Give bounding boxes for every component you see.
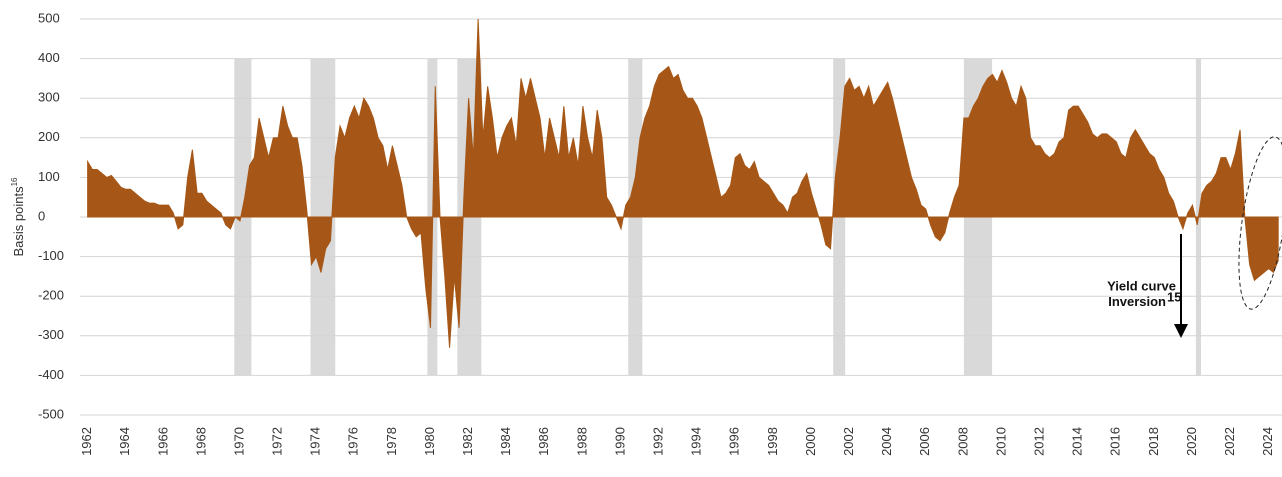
y-tick-label: -200 [38, 288, 64, 303]
x-tick-label: 2002 [841, 427, 856, 456]
x-tick-label: 2000 [803, 427, 818, 456]
x-tick-label: 2020 [1184, 427, 1199, 456]
x-tick-label: 1976 [346, 427, 361, 456]
x-tick-label: 1970 [231, 427, 246, 456]
plot [87, 18, 1279, 348]
arrow-head [1174, 324, 1188, 338]
x-tick-label: 1962 [79, 427, 94, 456]
y-tick-label: 300 [38, 90, 60, 105]
x-tick-label: 1982 [460, 427, 475, 456]
highlight-ellipse [1238, 136, 1282, 310]
x-tick-label: 1980 [422, 427, 437, 456]
y-tick-label: 400 [38, 50, 60, 65]
x-tick-label: 2018 [1146, 427, 1161, 456]
x-tick-label: 2014 [1070, 427, 1085, 456]
y-tick-label: 0 [38, 208, 45, 223]
annotation-line: Yield curve [1107, 278, 1176, 293]
area [87, 18, 1279, 348]
x-tick-label: 1990 [612, 427, 627, 456]
annotation-line: Inversion [1108, 294, 1166, 309]
y-tick-label: -400 [38, 367, 64, 382]
x-tick-label: 2012 [1032, 427, 1047, 456]
x-tick-label: 1966 [155, 427, 170, 456]
y-tick-label: 100 [38, 169, 60, 184]
x-tick-label: 2008 [955, 427, 970, 456]
y-tick-label: -100 [38, 248, 64, 263]
x-tick-label: 1978 [384, 427, 399, 456]
y-tick-label: -300 [38, 327, 64, 342]
y-tick-label: 200 [38, 129, 60, 144]
x-tick-label: 2022 [1222, 427, 1237, 456]
y-axis-title: Basis points16 [10, 177, 26, 257]
x-tick-label: 2006 [917, 427, 932, 456]
x-tick-label: 1996 [727, 427, 742, 456]
y-tick-label: -500 [38, 406, 64, 421]
x-tick-label: 1998 [765, 427, 780, 456]
x-tick-label: 1988 [574, 427, 589, 456]
annotation-sup: 15 [1167, 289, 1181, 304]
x-tick-label: 1994 [689, 427, 704, 456]
x-tick-label: 1992 [651, 427, 666, 456]
x-tick-label: 1972 [270, 427, 285, 456]
x-tick-label: 1974 [308, 427, 323, 456]
x-tick-label: 2016 [1108, 427, 1123, 456]
x-tick-label: 1986 [536, 427, 551, 456]
y-tick-label: 500 [38, 10, 60, 25]
x-tick-label: 1984 [498, 427, 513, 456]
x-tick-label: 2024 [1260, 427, 1275, 456]
x-tick-label: 1968 [193, 427, 208, 456]
x-tick-label: 2010 [993, 427, 1008, 456]
x-tick-label: 1964 [117, 427, 132, 456]
x-tick-label: 2004 [879, 427, 894, 456]
